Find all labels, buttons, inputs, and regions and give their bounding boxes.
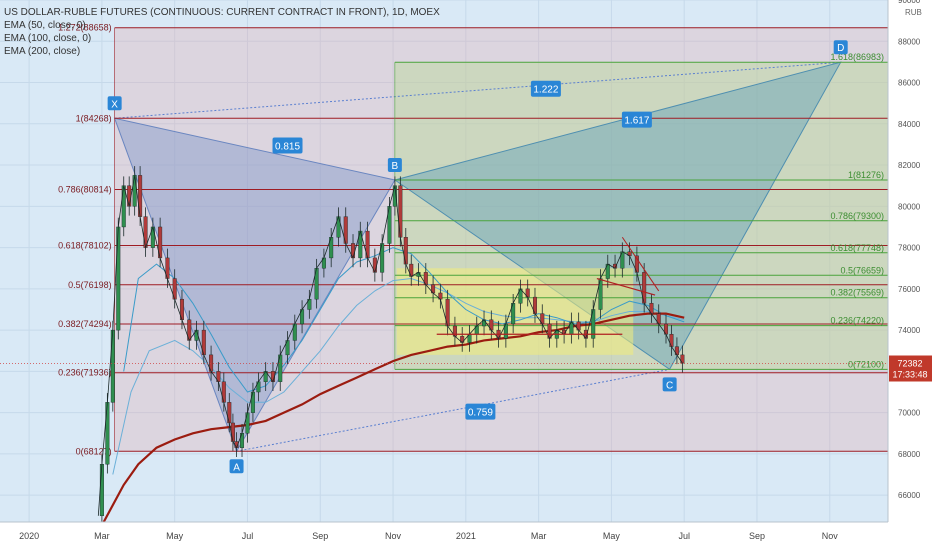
y-tick-0: 66000: [898, 491, 921, 500]
fib-right-label-6: 0.236(74220): [830, 316, 884, 326]
candle-body-87: [680, 354, 685, 364]
resistance-line: [596, 277, 656, 296]
point-D-label: D: [837, 43, 844, 54]
x-tick-1: Mar: [94, 531, 110, 541]
x-tick-4: Sep: [312, 531, 328, 541]
candle-body-22: [230, 422, 235, 442]
x-tick-10: Sep: [749, 531, 765, 541]
fib-left-label-7: 0(68127): [76, 446, 112, 456]
connector-x-d: [114, 61, 841, 119]
countdown-value: 17:33:48: [892, 370, 927, 380]
x-tick-7: Mar: [531, 531, 547, 541]
x-tick-5: Nov: [385, 531, 402, 541]
fib-left-label-0: 1.272(88658): [58, 23, 112, 33]
y-tick-8: 82000: [898, 161, 921, 170]
y-tick-1: 68000: [898, 450, 921, 459]
x-tick-9: Jul: [678, 531, 690, 541]
fib-right-label-1: 1(81276): [848, 170, 884, 180]
y-tick-6: 78000: [898, 244, 921, 253]
fib-left-label-6: 0.236(71936): [58, 368, 112, 378]
point-A-label: A: [233, 462, 240, 473]
y-tick-12: 90000: [898, 0, 921, 5]
x-tick-8: May: [603, 531, 621, 541]
legend-ema100[interactable]: EMA (100, close, 0): [4, 33, 92, 44]
point-B-label: B: [392, 161, 399, 172]
y-tick-4: 74000: [898, 326, 921, 335]
fib-right-label-4: 0.5(76659): [840, 265, 884, 275]
time-axis: [0, 522, 932, 550]
ratio-label-3: 0.759: [468, 408, 493, 419]
fib-left-zone: [114, 27, 888, 452]
x-tick-3: Jul: [242, 531, 254, 541]
fib-right-label-0: 1.618(86983): [830, 52, 884, 62]
x-tick-11: Nov: [822, 531, 839, 541]
fib-right-label-2: 0.786(79300): [830, 211, 884, 221]
fib-right-label-3: 0.618(77748): [830, 243, 884, 253]
fib-left-label-3: 0.618(78102): [58, 240, 112, 250]
connector-a-c: [236, 368, 670, 452]
candle-body-48: [403, 237, 408, 265]
fib-left-label-1: 1(84268): [76, 113, 112, 123]
fib-left-label-5: 0.382(74294): [58, 319, 112, 329]
ratio-badge-2: [621, 111, 652, 128]
point-A-badge: [229, 459, 244, 474]
point-C-label: C: [666, 380, 673, 391]
ratio-label-1: 1.222: [533, 85, 558, 96]
y-tick-9: 84000: [898, 120, 921, 129]
candle-body-2: [105, 402, 110, 465]
point-X-badge: [107, 96, 122, 111]
x-tick-0: 2020: [19, 531, 39, 541]
fib-left-label-2: 0.786(80814): [58, 185, 112, 195]
last-price-value: 72382: [897, 359, 922, 369]
trend-line-down: [621, 236, 660, 292]
currency-label: RUB: [905, 8, 922, 17]
x-tick-6: 2021: [456, 531, 476, 541]
fib-right-label-5: 0.382(75569): [830, 288, 884, 298]
legend-title: US DOLLAR-RUBLE FUTURES (CONTINUOUS: CUR…: [4, 7, 440, 18]
candle-body-4: [116, 226, 121, 331]
point-C-badge: [662, 377, 677, 392]
legend: US DOLLAR-RUBLE FUTURES (CONTINUOUS: CUR…: [4, 6, 440, 58]
fib-right-label-7: 0(72100): [848, 359, 884, 369]
y-tick-11: 88000: [898, 37, 921, 46]
x-tick-2: May: [166, 531, 184, 541]
point-B-badge: [387, 157, 402, 172]
candle-body-7: [132, 175, 137, 207]
candle-body-21: [227, 402, 232, 424]
y-tick-7: 80000: [898, 202, 921, 211]
price-axis: [888, 0, 932, 550]
ratio-badge-0: [272, 137, 303, 154]
y-tick-10: 86000: [898, 79, 921, 88]
candle-body-47: [398, 185, 403, 238]
point-D-badge: [833, 40, 848, 55]
ratio-label-0: 0.815: [275, 141, 300, 152]
candle-body-1: [99, 464, 104, 517]
ratio-badge-3: [465, 403, 496, 420]
plot-background: [0, 0, 888, 522]
ratio-badge-1: [530, 80, 561, 97]
ratio-label-2: 1.617: [624, 116, 649, 127]
legend-ema200[interactable]: EMA (200, close): [4, 46, 81, 57]
last-price-tag: [889, 355, 932, 382]
fib-left-label-4: 0.5(76198): [68, 280, 112, 290]
ema200-line: [102, 312, 685, 523]
candle-body-8: [138, 175, 143, 217]
point-X-label: X: [111, 99, 118, 110]
y-tick-5: 76000: [898, 285, 921, 294]
candle-body-24: [240, 433, 245, 448]
candle-body-3: [110, 329, 115, 403]
candle-body-85: [669, 334, 674, 347]
candle-body-20: [221, 381, 226, 403]
legend-ema50[interactable]: EMA (50, close, 0): [4, 20, 86, 31]
y-tick-2: 70000: [898, 409, 921, 418]
candle-body-6: [127, 185, 132, 207]
candle-body-25: [245, 412, 250, 434]
